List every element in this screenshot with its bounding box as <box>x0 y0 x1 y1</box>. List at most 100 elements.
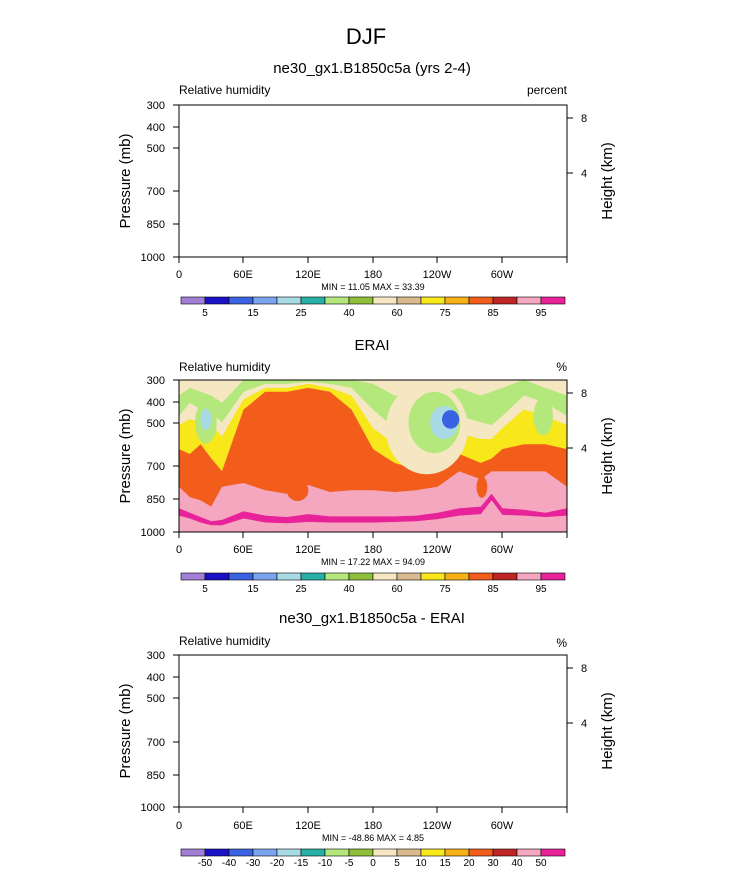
colorbar-box <box>204 848 230 857</box>
erai-field-region <box>476 476 488 498</box>
colorbar-box <box>492 572 518 581</box>
colorbar-box <box>492 296 518 305</box>
x-tick-label: 0 <box>176 544 182 556</box>
colorbar-label: 15 <box>439 858 451 869</box>
colorbar-label: 95 <box>535 308 547 319</box>
colorbar-box <box>396 848 422 857</box>
x-tick-label: 60W <box>491 820 514 832</box>
x-tick-label: 60E <box>233 820 253 832</box>
colorbar-box <box>252 572 278 581</box>
x-tick-label: 120W <box>423 544 452 556</box>
colorbar-box <box>228 848 254 857</box>
colorbar-box <box>276 572 302 581</box>
panel-erai-field <box>179 380 567 532</box>
colorbar-box <box>372 848 398 857</box>
colorbar-box <box>276 296 302 305</box>
colorbar-box <box>372 296 398 305</box>
panel-erai-right-label: % <box>556 360 567 374</box>
colorbar-diff: -50 -40 -30 -20 -15 -10 -5 0 5 10 15 20 … <box>180 848 566 869</box>
colorbar-box <box>516 572 542 581</box>
colorbar-box <box>420 848 446 857</box>
y-tick-label: 400 <box>147 672 165 684</box>
colorbar-label: -20 <box>270 858 285 869</box>
x-tick-label: 120W <box>423 820 452 832</box>
colorbar-label: 40 <box>343 584 355 595</box>
height-tick-label: 4 <box>581 718 587 730</box>
colorbar-model-boxes <box>180 296 566 305</box>
y-tick-label: 500 <box>147 693 165 705</box>
height-tick-label: 8 <box>581 663 587 675</box>
colorbar-label: -5 <box>345 858 354 869</box>
colorbar-label: 15 <box>247 308 259 319</box>
colorbar-box <box>444 572 470 581</box>
panel-diff-right-ticks: 8 4 <box>567 663 587 730</box>
colorbar-box <box>228 296 254 305</box>
panel-model-plot-area <box>178 104 568 258</box>
colorbar-box <box>396 572 422 581</box>
colorbar-label: -40 <box>222 858 237 869</box>
colorbar-box <box>204 572 230 581</box>
erai-field-region <box>442 410 460 429</box>
colorbar-box <box>516 296 542 305</box>
x-tick-label: 180 <box>364 269 382 281</box>
colorbar-box <box>492 848 518 857</box>
panel-model-right-label: percent <box>527 83 568 97</box>
panel-model-ylabel-right: Height (km) <box>599 142 616 220</box>
colorbar-box <box>252 848 278 857</box>
height-tick-label: 8 <box>581 388 587 400</box>
colorbar-box <box>300 848 326 857</box>
y-tick-label: 700 <box>147 186 165 198</box>
colorbar-label: 40 <box>343 308 355 319</box>
colorbar-label: 20 <box>463 858 475 869</box>
colorbar-box <box>468 848 494 857</box>
x-tick-label: 60W <box>491 269 514 281</box>
panel-erai-min-max: MIN = 17.22 MAX = 94.09 <box>321 557 425 567</box>
colorbar-box <box>276 848 302 857</box>
colorbar-label: -50 <box>198 858 213 869</box>
panel-model-y-ticks: 300 400 500 700 850 1000 <box>141 100 179 264</box>
colorbar-box <box>228 572 254 581</box>
y-tick-label: 700 <box>147 461 165 473</box>
colorbar-box <box>300 296 326 305</box>
colorbar-label: 25 <box>295 308 307 319</box>
y-tick-label: 500 <box>147 143 165 155</box>
erai-field-band <box>179 515 567 532</box>
colorbar-box <box>180 848 206 857</box>
x-tick-label: 60E <box>233 269 253 281</box>
panel-diff-title: ne30_gx1.B1850c5a - ERAI <box>279 610 465 627</box>
colorbar-box <box>540 848 566 857</box>
y-tick-label: 850 <box>147 219 165 231</box>
panel-model-right-ticks: 8 4 <box>567 113 587 180</box>
x-tick-label: 120E <box>295 269 321 281</box>
panel-diff-y-ticks: 300 400 500 700 850 1000 <box>141 650 179 814</box>
colorbar-box <box>468 572 494 581</box>
panel-model-ylabel: Pressure (mb) <box>117 133 134 228</box>
colorbar-label: 50 <box>535 858 547 869</box>
colorbar-box <box>300 572 326 581</box>
panel-model-min-max: MIN = 11.05 MAX = 33.39 <box>321 282 424 292</box>
x-tick-label: 120E <box>295 544 321 556</box>
panel-diff-plot-area <box>178 654 568 808</box>
panel-erai-right-ticks: 8 4 <box>567 388 587 455</box>
colorbar-label: -15 <box>294 858 309 869</box>
colorbar-model: 5 15 25 40 60 75 85 95 <box>180 296 566 319</box>
y-tick-label: 400 <box>147 397 165 409</box>
erai-field-region <box>499 526 513 532</box>
y-tick-label: 300 <box>147 375 165 387</box>
height-tick-label: 4 <box>581 443 587 455</box>
panel-diff-min-max: MIN = -48.86 MAX = 4.85 <box>322 833 424 843</box>
colorbar-box <box>324 572 350 581</box>
colorbar-box <box>396 296 422 305</box>
x-tick-label: 0 <box>176 269 182 281</box>
y-tick-label: 1000 <box>141 252 165 264</box>
colorbar-label: 85 <box>487 584 499 595</box>
panel-model-title: ne30_gx1.B1850c5a (yrs 2-4) <box>273 60 471 77</box>
x-tick-label: 180 <box>364 544 382 556</box>
colorbar-label: 5 <box>202 308 208 319</box>
colorbar-label: 10 <box>415 858 427 869</box>
colorbar-label: 95 <box>535 584 547 595</box>
colorbar-box <box>444 848 470 857</box>
erai-field-region <box>183 527 192 532</box>
x-tick-label: 0 <box>176 820 182 832</box>
panel-diff: ne30_gx1.B1850c5a - ERAI Relative humidi… <box>117 610 616 869</box>
